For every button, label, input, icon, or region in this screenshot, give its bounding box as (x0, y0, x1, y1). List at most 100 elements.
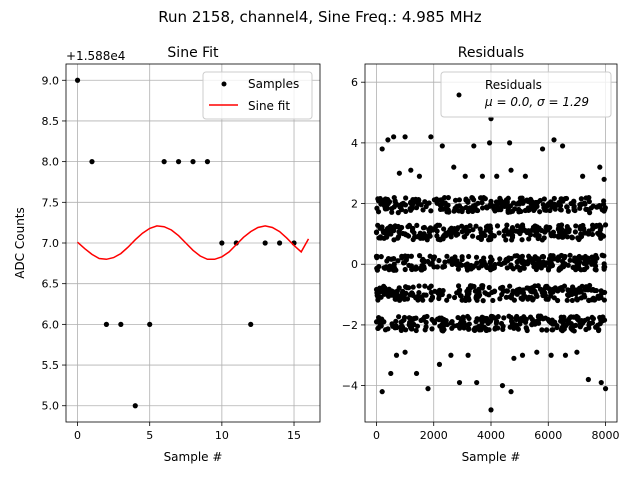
residual-point (382, 196, 389, 202)
residual-point (532, 223, 538, 229)
residual-point (465, 265, 471, 271)
residuals-title: Residuals (458, 45, 524, 61)
residual-point (483, 224, 490, 230)
residual-point (444, 209, 450, 215)
residuals-legend-box (440, 71, 612, 118)
residual-point (497, 296, 503, 302)
residual-point (413, 370, 420, 377)
residuals-grid (365, 64, 617, 422)
residual-point (566, 288, 573, 294)
sine-fit-ticks: 0 5 10 15 5.0 5.5 6.0 6.5 7.0 7.5 8.0 8.5 9.0 (42, 74, 302, 442)
residual-point (511, 355, 517, 361)
residual-point (411, 315, 417, 322)
residual-point (418, 202, 424, 208)
residual-point (584, 260, 590, 266)
residual-point (393, 318, 399, 324)
residual-point (471, 327, 477, 333)
residual-point (520, 287, 526, 293)
residual-point (521, 265, 527, 271)
residual-point (465, 322, 471, 328)
residual-point (484, 204, 491, 210)
residual-point (508, 167, 514, 173)
residual-point (536, 225, 542, 231)
residual-point (459, 297, 465, 303)
residual-point (583, 255, 589, 261)
x-tick-label: 8000 (592, 429, 620, 442)
residual-point (555, 297, 561, 304)
residual-point (480, 298, 486, 304)
residual-point (446, 293, 452, 299)
residual-point (558, 318, 564, 324)
residual-point (431, 264, 437, 270)
residual-point (397, 226, 403, 232)
residual-point (598, 294, 604, 301)
residual-point (541, 196, 547, 202)
residual-point (504, 199, 510, 205)
residual-point (576, 236, 582, 243)
residual-point (592, 263, 599, 269)
residual-point (509, 295, 515, 301)
residual-point (556, 267, 562, 273)
residual-point (569, 297, 575, 304)
residual-point (601, 176, 607, 182)
residual-point (386, 199, 393, 205)
sine-fit-xlabel: Sample # (164, 450, 223, 464)
residual-point (555, 288, 561, 294)
residual-point (410, 284, 416, 290)
y-tick-label: −4 (342, 380, 358, 393)
residual-point (388, 370, 394, 377)
residual-point (510, 288, 516, 294)
residual-point (450, 258, 456, 264)
residual-point (542, 315, 549, 321)
residual-point (574, 315, 580, 322)
residual-point (385, 137, 391, 143)
residual-point (479, 205, 486, 211)
residual-point (559, 234, 565, 240)
x-tick-label: 0 (74, 429, 81, 442)
residual-point (464, 313, 471, 320)
residual-point (384, 258, 390, 264)
y-tick-label: 7.5 (42, 196, 60, 209)
residual-point (554, 324, 560, 331)
residual-point (573, 287, 579, 293)
sample-point (118, 321, 124, 327)
residual-point (495, 200, 501, 207)
residual-point (586, 228, 592, 234)
residual-point (416, 283, 422, 289)
residual-point (482, 232, 488, 239)
residual-point (408, 326, 415, 332)
residuals-legend: Residuals μ = 0.0, σ = 1.29 (440, 71, 612, 118)
residual-point (438, 204, 444, 210)
residual-point (586, 210, 593, 216)
residual-point (500, 326, 506, 333)
residual-point (413, 265, 420, 272)
residual-point (442, 321, 448, 327)
residual-point (428, 134, 434, 140)
residual-point (551, 137, 557, 143)
residual-point (579, 225, 585, 231)
residual-point (601, 289, 608, 296)
residual-point (519, 237, 525, 243)
residual-point (585, 195, 591, 202)
residual-point (440, 288, 446, 294)
residual-point (465, 295, 471, 301)
residual-point (444, 203, 450, 209)
residual-point (379, 146, 385, 152)
residual-point (537, 197, 543, 204)
residual-point (491, 289, 497, 295)
residual-point (532, 263, 538, 269)
residual-point (573, 223, 579, 229)
residual-point (434, 222, 441, 228)
sample-point (262, 240, 268, 246)
sine-fit-panel: 0 5 10 15 5.0 5.5 6.0 6.5 7.0 7.5 8.0 8.5 9.0 Sine F… (13, 45, 321, 464)
residual-point (373, 286, 380, 293)
residual-point (487, 236, 493, 242)
x-tick-label: 10 (215, 429, 229, 442)
residual-point (602, 386, 609, 392)
residual-point (389, 209, 395, 215)
residual-point (574, 257, 580, 264)
residual-point (428, 208, 434, 214)
sample-point (190, 159, 196, 165)
residual-point (509, 319, 515, 325)
residual-point (381, 235, 387, 241)
